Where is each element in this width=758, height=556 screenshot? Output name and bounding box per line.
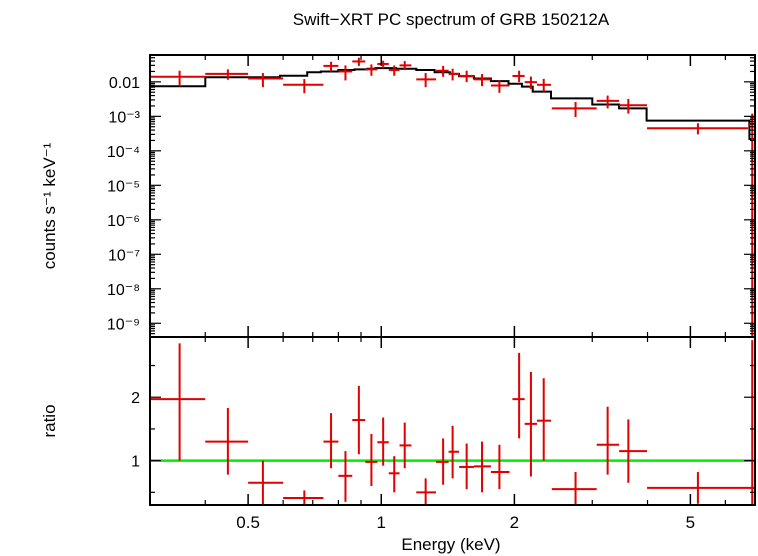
ratio-point-3 — [283, 490, 324, 505]
ratio-point-12 — [436, 438, 449, 485]
ratio-point-23 — [647, 472, 749, 504]
spectrum-point-2 — [248, 73, 284, 88]
spectrum-point-7 — [365, 64, 378, 76]
spectrum-point-15 — [473, 74, 491, 87]
spectrum-point-13 — [448, 68, 460, 81]
spectrum-point-1 — [205, 69, 249, 80]
spectrum-point-22 — [619, 98, 648, 114]
ratio-point-15 — [473, 441, 491, 493]
ratio-point-22 — [619, 419, 648, 483]
spectrum-point-12 — [436, 65, 449, 77]
ratio-panel-frame — [149, 336, 756, 506]
y-tick-label: 10⁻⁵ — [107, 178, 140, 195]
spectrum-point-9 — [388, 65, 400, 76]
spectrum-point-21 — [596, 95, 620, 109]
x-tick-label: 1 — [377, 513, 386, 532]
ratio-point-19 — [537, 378, 551, 461]
spectrum-point-10 — [399, 61, 412, 71]
ratio-point-8 — [377, 417, 389, 466]
spectrum-data-points — [150, 57, 755, 337]
spectrum-point-23 — [647, 123, 749, 135]
x-tick-label: 2 — [510, 513, 519, 532]
y-tick-label: 1 — [131, 454, 140, 471]
spectrum-point-17 — [512, 70, 525, 83]
x-tick-label: 0.5 — [236, 513, 260, 532]
y-axis-label-spectrum: counts s⁻¹ keV⁻¹ — [40, 142, 59, 269]
ratio-point-20 — [551, 472, 597, 505]
ratio-point-13 — [448, 425, 460, 479]
y-tick-label: 10⁻⁹ — [107, 316, 140, 333]
ratio-point-17 — [512, 352, 525, 439]
spectrum-point-16 — [490, 80, 510, 93]
ratio-data-points — [150, 340, 755, 505]
ratio-point-4 — [323, 413, 339, 469]
spectrum-point-3 — [283, 79, 324, 94]
x-axis-label: Energy (keV) — [401, 535, 500, 554]
x-tick-label: 5 — [686, 513, 695, 532]
ratio-point-18 — [524, 371, 538, 477]
spectrum-point-14 — [459, 70, 474, 83]
y-tick-label: 10⁻³ — [108, 109, 140, 126]
ratio-point-11 — [416, 478, 437, 505]
ratio-point-1 — [205, 408, 249, 475]
spectrum-point-18 — [524, 76, 538, 89]
ratio-point-21 — [596, 406, 620, 475]
spectrum-point-6 — [352, 57, 366, 66]
ratio-point-2 — [248, 460, 284, 505]
spectrum-panel-frame — [149, 54, 756, 338]
ratio-point-9 — [388, 456, 400, 493]
x-axis-ticks — [149, 55, 756, 505]
spectrum-point-11 — [416, 73, 437, 88]
ratio-point-5 — [338, 451, 353, 502]
ratio-point-6 — [352, 385, 366, 455]
ratio-point-24 — [748, 340, 755, 505]
chart-title: Swift−XRT PC spectrum of GRB 150212A — [293, 10, 610, 29]
spectrum-point-8 — [377, 60, 389, 69]
ratio-y-ticks — [150, 364, 755, 493]
spectrum-point-5 — [338, 65, 353, 81]
y-axis-label-ratio: ratio — [40, 404, 59, 437]
spectrum-point-19 — [537, 78, 551, 92]
spectrum-point-0 — [150, 70, 206, 87]
ratio-point-16 — [490, 444, 510, 490]
y-tick-label: 10⁻⁶ — [107, 213, 140, 230]
ratio-point-0 — [150, 343, 206, 461]
y-tick-label: 0.01 — [109, 75, 140, 92]
y-tick-label: 10⁻⁷ — [108, 247, 140, 264]
spectrum-point-4 — [323, 61, 339, 72]
spectrum-y-ticks — [150, 54, 755, 338]
ratio-point-14 — [459, 443, 474, 490]
ratio-point-7 — [365, 433, 378, 486]
y-tick-label: 10⁻⁴ — [107, 144, 140, 161]
ratio-point-10 — [399, 422, 412, 469]
spectrum-point-20 — [551, 102, 597, 118]
y-tick-label: 10⁻⁸ — [107, 282, 140, 299]
y-tick-label: 2 — [131, 390, 140, 407]
